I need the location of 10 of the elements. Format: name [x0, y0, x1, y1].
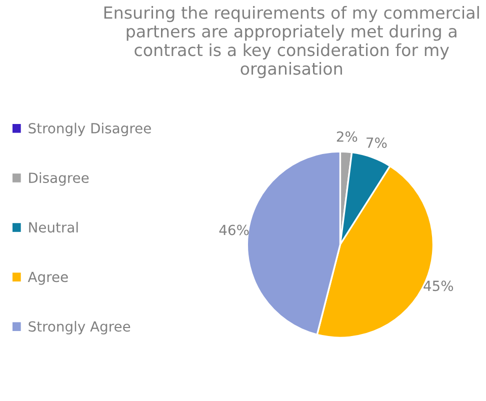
data-label: 7%	[366, 137, 387, 148]
chart-title: Ensuring the requirements of my commercial partners are appropriately met during a contract is a key consideration for my organisation	[104, 6, 479, 78]
data-label: 45%	[424, 280, 454, 292]
legend-label: Agree	[28, 272, 68, 285]
data-label: 46%	[219, 224, 249, 236]
legend-label: Strongly Agree	[28, 320, 130, 334]
legend-label: Neutral	[29, 222, 78, 233]
data-label: 2%	[336, 131, 358, 142]
legend-label: Strongly Disagree	[28, 122, 151, 136]
legend-label: Disagree	[29, 172, 89, 186]
